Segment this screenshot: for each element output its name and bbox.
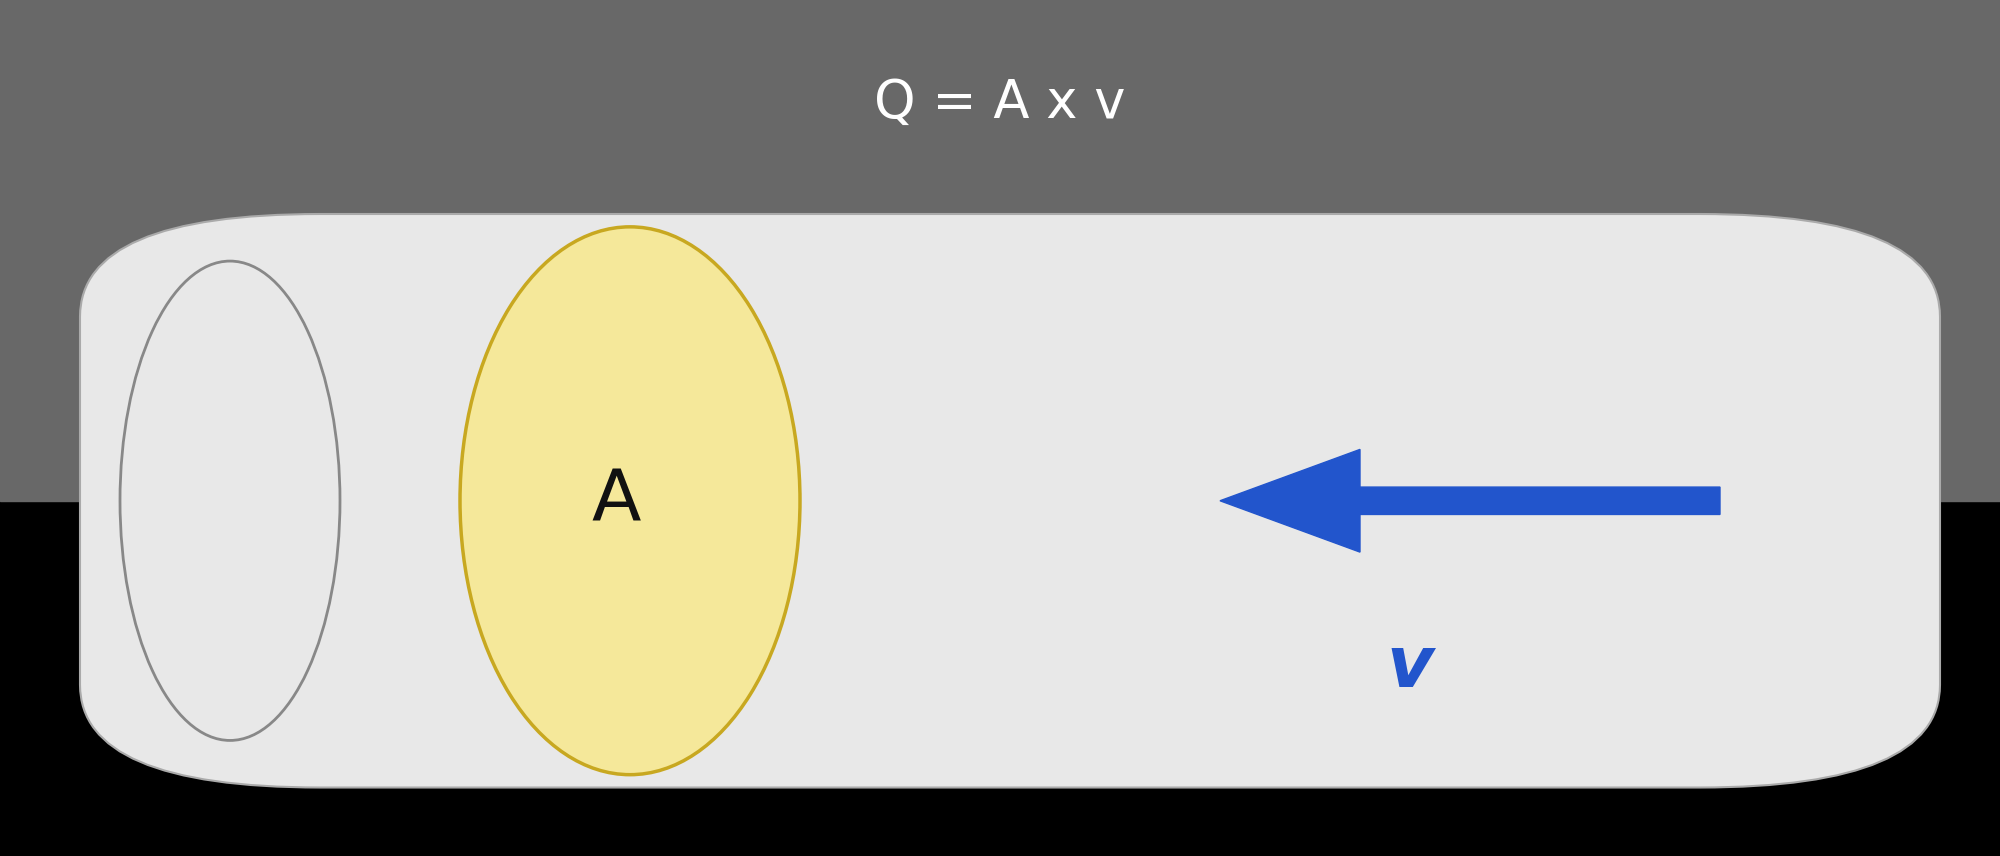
Bar <box>0 501 2000 856</box>
FancyBboxPatch shape <box>80 214 1940 788</box>
Text: A: A <box>592 467 640 535</box>
Text: Q = A x v: Q = A x v <box>874 77 1126 128</box>
Bar <box>0 0 2000 501</box>
Ellipse shape <box>460 227 800 775</box>
FancyArrow shape <box>1220 449 1720 552</box>
Ellipse shape <box>120 261 340 740</box>
Text: v: v <box>1386 633 1434 702</box>
